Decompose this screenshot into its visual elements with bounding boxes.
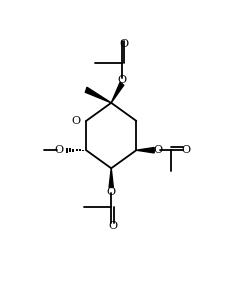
Text: O: O [154,145,163,155]
Text: O: O [117,75,127,85]
Text: O: O [55,145,64,155]
Text: O: O [181,145,190,155]
Polygon shape [111,82,124,103]
Text: O: O [109,221,118,231]
Polygon shape [85,87,111,103]
Text: O: O [107,187,116,197]
Polygon shape [136,147,154,153]
Polygon shape [109,168,113,188]
Text: O: O [120,39,129,49]
Text: O: O [72,116,81,126]
